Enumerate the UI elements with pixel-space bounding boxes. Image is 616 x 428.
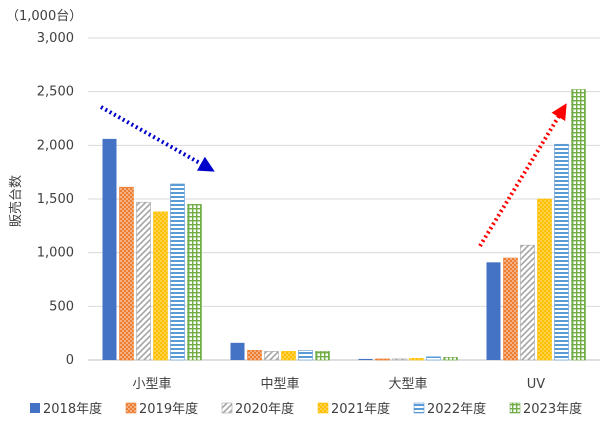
bar (264, 351, 279, 361)
bar (247, 350, 262, 361)
legend-swatch (221, 402, 233, 414)
bar (503, 257, 518, 361)
legend-label: 2021年度 (331, 401, 390, 417)
decrease-trend-arrow (100, 105, 215, 172)
category-label: 大型車 (388, 377, 427, 392)
trend-arrows (100, 103, 567, 248)
y-tick-label: 2,500 (37, 85, 74, 100)
bar (102, 138, 117, 360)
bar (571, 89, 586, 361)
bar (170, 183, 185, 361)
legend-swatch (125, 402, 137, 414)
category-label: 小型車 (132, 377, 171, 392)
category-label: UV (527, 377, 546, 392)
category-labels: 小型車 中型車 大型車 UV (132, 377, 545, 392)
legend-label: 2018年度 (43, 401, 102, 417)
bar (426, 356, 441, 361)
bar (358, 358, 373, 360)
legend-label: 2022年度 (427, 401, 486, 417)
y-tick-labels: 0 500 1,000 1,500 2,000 2,500 3,000 (37, 31, 74, 368)
bar (392, 358, 407, 361)
bar (315, 351, 330, 361)
legend-swatch (509, 402, 521, 414)
bar (554, 143, 569, 361)
legend-swatch (30, 403, 40, 413)
legend-label: 2020年度 (235, 401, 294, 417)
bar (409, 358, 424, 361)
bar (187, 204, 202, 361)
bar (443, 357, 458, 361)
bar (281, 351, 296, 361)
category-label: 中型車 (260, 377, 299, 392)
bar (375, 358, 390, 361)
bar (136, 201, 151, 361)
y-tick-label: 1,000 (37, 246, 74, 261)
y-tick-label: 1,500 (37, 192, 74, 207)
y-tick-label: 500 (49, 299, 74, 314)
y-tick-label: 3,000 (37, 31, 74, 46)
bar (119, 186, 134, 361)
bar (298, 350, 313, 361)
legend: 2018年度 2019年度 2020年度 2021年度 2022年度 2023年度 (30, 401, 582, 417)
bar (520, 244, 535, 361)
bars (102, 89, 586, 361)
bar (153, 211, 168, 361)
y-tick-label: 0 (66, 353, 74, 368)
bar (230, 342, 245, 360)
y-axis-label: 販売台数 (8, 175, 24, 227)
legend-swatch (317, 402, 329, 414)
bar (486, 262, 501, 360)
bar (537, 198, 552, 361)
legend-label: 2019年度 (139, 401, 198, 417)
y-tick-label: 2,000 (37, 138, 74, 153)
legend-label: 2023年度 (523, 401, 582, 417)
increase-trend-arrow (478, 103, 567, 248)
unit-label: （1,000台） (6, 9, 82, 24)
legend-swatch (413, 402, 425, 414)
